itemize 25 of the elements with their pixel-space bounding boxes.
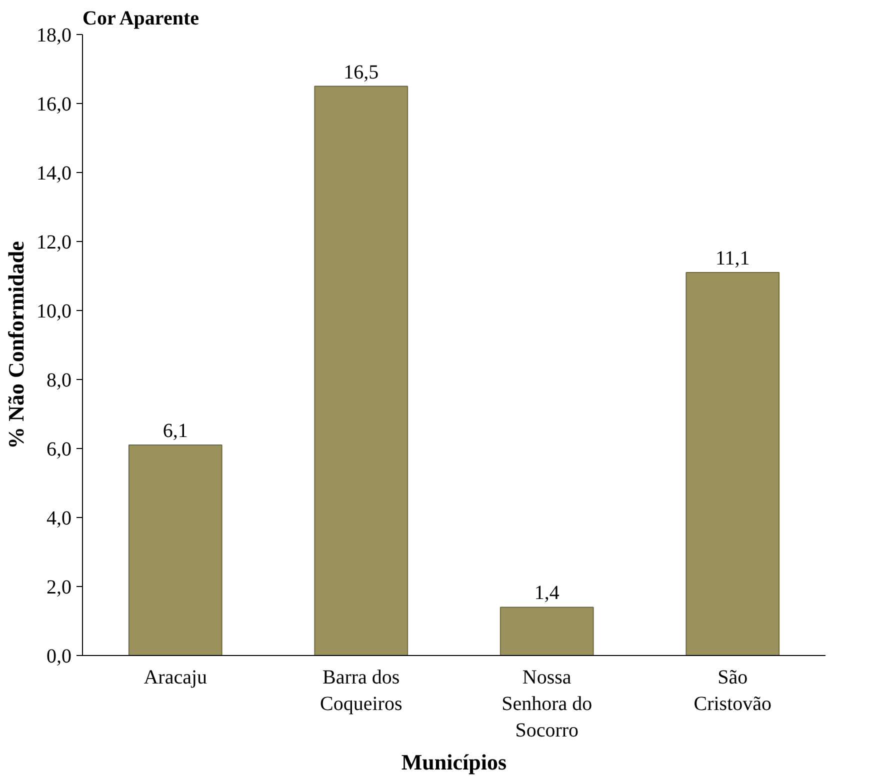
y-tick-label: 6,0 [46, 438, 72, 460]
bar [314, 86, 408, 656]
bar [500, 606, 594, 656]
y-tick-label: 0,0 [46, 646, 72, 668]
y-tick-label: 10,0 [36, 300, 72, 322]
data-label: 11,1 [715, 248, 750, 270]
x-tick-label: São Cristovão [694, 666, 772, 715]
data-label: 6,1 [162, 420, 188, 442]
y-tick-label: 2,0 [46, 576, 72, 598]
y-axis-title: % Não Conformidade [4, 240, 28, 449]
y-tick-label: 18,0 [36, 24, 72, 46]
data-label: 16,5 [344, 61, 379, 84]
y-tick-label: 4,0 [46, 508, 72, 530]
y-tick-label: 16,0 [36, 94, 72, 116]
chart-title: Cor Aparente [82, 8, 200, 30]
y-tick-label: 8,0 [46, 370, 72, 392]
bar [128, 444, 222, 656]
x-tick-label: Aracaju [144, 666, 208, 688]
y-tick-label: 14,0 [36, 162, 72, 184]
x-tick-label: Barra dos Coqueiros [320, 666, 402, 715]
data-label: 1,4 [534, 582, 560, 604]
bar [686, 272, 780, 656]
x-axis-title: Municípios [401, 749, 508, 774]
y-tick-label: 12,0 [36, 232, 72, 254]
x-tick-label: Nossa Senhora do Socorro [502, 666, 592, 742]
